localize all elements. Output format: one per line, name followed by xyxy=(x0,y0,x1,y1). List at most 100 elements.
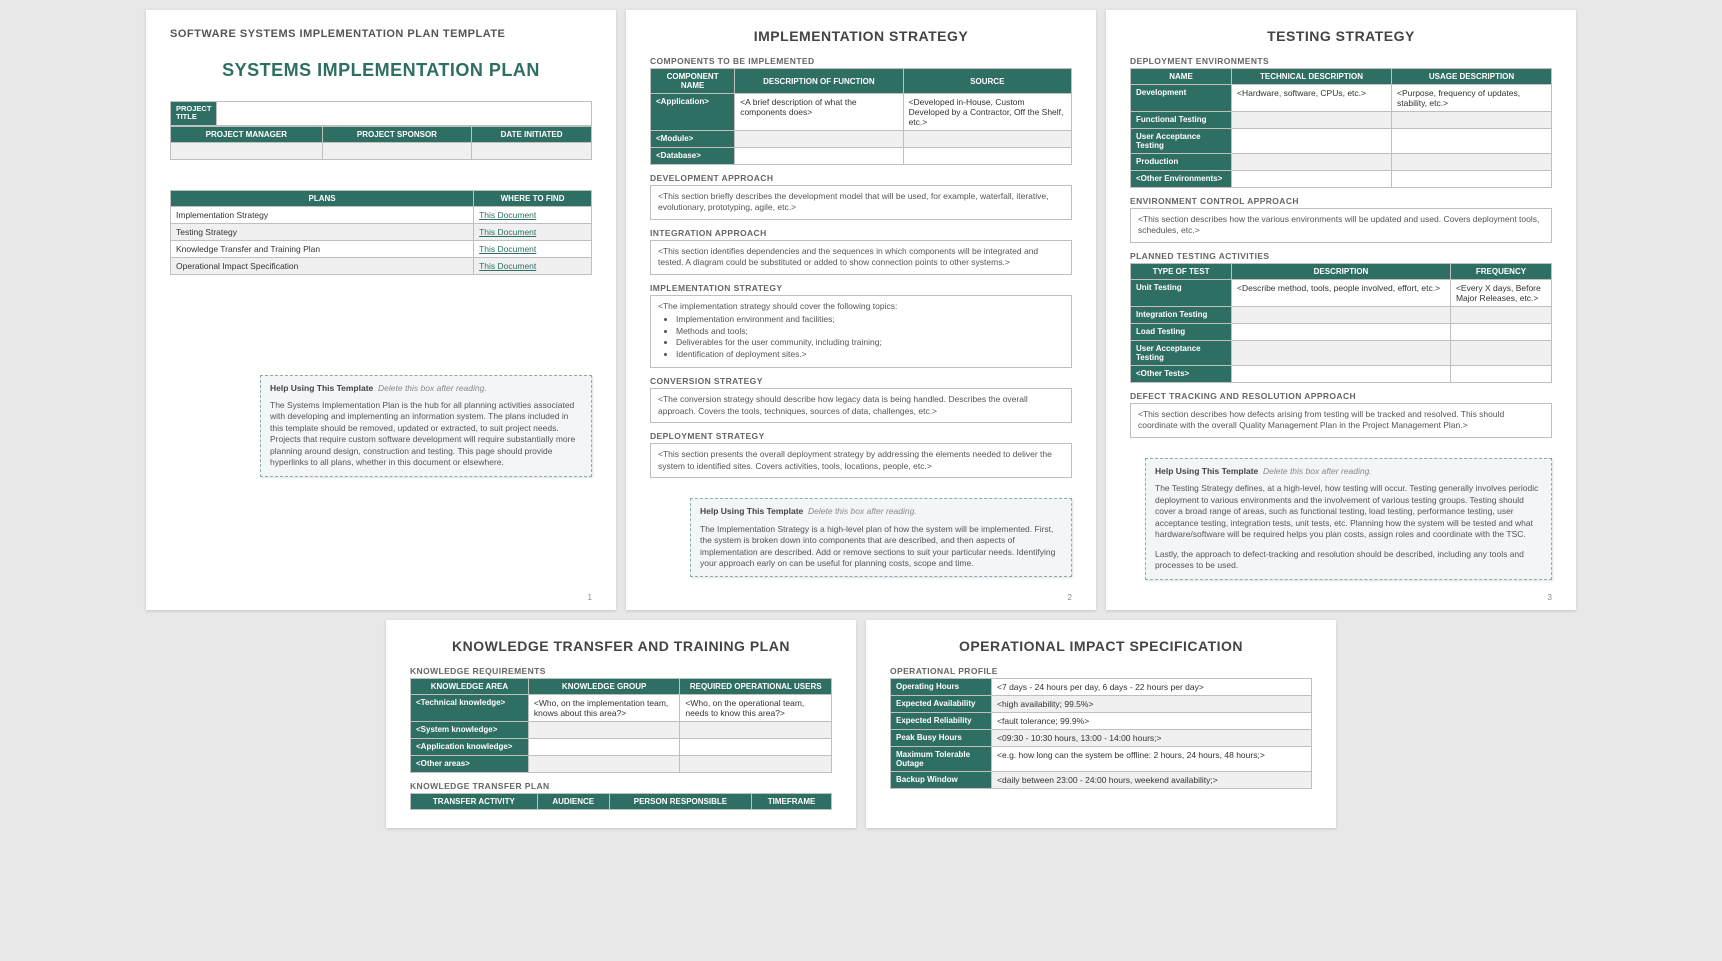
desc-box: <The conversion strategy should describe… xyxy=(650,388,1072,423)
operational-profile-table: Operating Hours<7 days - 24 hours per da… xyxy=(890,678,1312,789)
op-label: Maximum Tolerable Outage xyxy=(891,747,992,772)
doc-pretitle: SOFTWARE SYSTEMS IMPLEMENTATION PLAN TEM… xyxy=(170,28,592,40)
test-desc xyxy=(1232,365,1451,382)
test-type: Unit Testing xyxy=(1131,279,1232,306)
components-header: DESCRIPTION OF FUNCTION xyxy=(735,69,903,94)
test-desc: <Describe method, tools, people involved… xyxy=(1232,279,1451,306)
env-tech xyxy=(1232,129,1392,154)
env-usage: <Purpose, frequency of updates, stabilit… xyxy=(1392,85,1552,112)
env-header: TECHNICAL DESCRIPTION xyxy=(1232,69,1392,85)
environments-table: NAME TECHNICAL DESCRIPTION USAGE DESCRIP… xyxy=(1130,68,1552,188)
page-title: KNOWLEDGE TRANSFER AND TRAINING PLAN xyxy=(410,638,832,654)
components-header: SOURCE xyxy=(903,69,1071,94)
pages-row-2: KNOWLEDGE TRANSFER AND TRAINING PLAN KNO… xyxy=(10,620,1712,828)
impl-bullet: Deliverables for the user community, inc… xyxy=(676,337,1064,348)
help-box: Help Using This Template Delete this box… xyxy=(690,498,1072,577)
desc-box: <This section briefly describes the deve… xyxy=(650,185,1072,220)
kr-users xyxy=(680,722,832,739)
section-label: PLANNED TESTING ACTIVITIES xyxy=(1130,251,1552,261)
test-freq xyxy=(1450,306,1551,323)
plans-link-cell: This Document xyxy=(474,240,592,257)
test-desc xyxy=(1232,323,1451,340)
kt-header: PERSON RESPONSIBLE xyxy=(609,794,751,810)
desc-box: <This section presents the overall deplo… xyxy=(650,443,1072,478)
doc-link[interactable]: This Document xyxy=(479,244,536,254)
page-number: 3 xyxy=(1548,593,1552,602)
section-label: DEFECT TRACKING AND RESOLUTION APPROACH xyxy=(1130,391,1552,401)
doc-link[interactable]: This Document xyxy=(479,210,536,220)
op-val: <daily between 23:00 - 24:00 hours, week… xyxy=(992,772,1312,789)
desc-box: <The implementation strategy should cove… xyxy=(650,295,1072,368)
op-label: Peak Busy Hours xyxy=(891,730,992,747)
meta-header-pm: PROJECT MANAGER xyxy=(171,126,323,142)
page-4: KNOWLEDGE TRANSFER AND TRAINING PLAN KNO… xyxy=(386,620,856,828)
section-label: ENVIRONMENT CONTROL APPROACH xyxy=(1130,196,1552,206)
page-number: 1 xyxy=(588,593,592,602)
help-title: Help Using This Template xyxy=(1155,466,1258,476)
help-delete-note: Delete this box after reading. xyxy=(1263,466,1372,476)
meta-cell xyxy=(322,142,472,159)
test-activities-table: TYPE OF TEST DESCRIPTION FREQUENCY Unit … xyxy=(1130,263,1552,383)
page-title: IMPLEMENTATION STRATEGY xyxy=(650,28,1072,44)
meta-header-sponsor: PROJECT SPONSOR xyxy=(322,126,472,142)
section-label: IMPLEMENTATION STRATEGY xyxy=(650,283,1072,293)
op-val: <7 days - 24 hours per day, 6 days - 22 … xyxy=(992,679,1312,696)
kr-area: <Other areas> xyxy=(411,756,529,773)
kt-header: TIMEFRAME xyxy=(752,794,832,810)
page-1: SOFTWARE SYSTEMS IMPLEMENTATION PLAN TEM… xyxy=(146,10,616,610)
env-name: Functional Testing xyxy=(1131,112,1232,129)
env-header: USAGE DESCRIPTION xyxy=(1392,69,1552,85)
desc-box: <This section describes how defects aris… xyxy=(1130,403,1552,438)
page-3: TESTING STRATEGY DEPLOYMENT ENVIRONMENTS… xyxy=(1106,10,1576,610)
test-freq xyxy=(1450,323,1551,340)
help-delete-note: Delete this box after reading. xyxy=(808,506,917,516)
kr-area: <System knowledge> xyxy=(411,722,529,739)
section-label: COMPONENTS TO BE IMPLEMENTED xyxy=(650,56,1072,66)
test-type: <Other Tests> xyxy=(1131,365,1232,382)
pages-row-1: SOFTWARE SYSTEMS IMPLEMENTATION PLAN TEM… xyxy=(10,10,1712,610)
section-label: KNOWLEDGE TRANSFER PLAN xyxy=(410,781,832,791)
components-table: COMPONENT NAME DESCRIPTION OF FUNCTION S… xyxy=(650,68,1072,165)
plans-link-cell: This Document xyxy=(474,206,592,223)
testact-header: DESCRIPTION xyxy=(1232,263,1451,279)
op-val: <09:30 - 10:30 hours, 13:00 - 14:00 hour… xyxy=(992,730,1312,747)
test-type: User Acceptance Testing xyxy=(1131,340,1232,365)
env-tech: <Hardware, software, CPUs, etc.> xyxy=(1232,85,1392,112)
doc-title: SYSTEMS IMPLEMENTATION PLAN xyxy=(170,60,592,81)
knowledge-req-table: KNOWLEDGE AREA KNOWLEDGE GROUP REQUIRED … xyxy=(410,678,832,773)
plans-link-cell: This Document xyxy=(474,223,592,240)
page-5: OPERATIONAL IMPACT SPECIFICATION OPERATI… xyxy=(866,620,1336,828)
kr-users xyxy=(680,756,832,773)
env-tech xyxy=(1232,171,1392,188)
plans-cell: Testing Strategy xyxy=(171,223,474,240)
kr-group xyxy=(528,722,680,739)
test-freq xyxy=(1450,340,1551,365)
plans-cell: Implementation Strategy xyxy=(171,206,474,223)
env-name: <Other Environments> xyxy=(1131,171,1232,188)
impl-bullet: Methods and tools; xyxy=(676,326,1064,337)
component-name: <Database> xyxy=(651,148,735,165)
impl-bullet: Identification of deployment sites.> xyxy=(676,349,1064,360)
plans-link-cell: This Document xyxy=(474,257,592,274)
op-label: Operating Hours xyxy=(891,679,992,696)
meta-header-date: DATE INITIATED xyxy=(472,126,592,142)
kr-users xyxy=(680,739,832,756)
page-title: TESTING STRATEGY xyxy=(1130,28,1552,44)
doc-link[interactable]: This Document xyxy=(479,227,536,237)
test-type: Integration Testing xyxy=(1131,306,1232,323)
meta-cell xyxy=(472,142,592,159)
kr-header: REQUIRED OPERATIONAL USERS xyxy=(680,679,832,695)
components-header: COMPONENT NAME xyxy=(651,69,735,94)
env-header: NAME xyxy=(1131,69,1232,85)
meta-cell xyxy=(171,142,323,159)
test-desc xyxy=(1232,340,1451,365)
env-usage xyxy=(1392,129,1552,154)
section-label: KNOWLEDGE REQUIREMENTS xyxy=(410,666,832,676)
kr-group: <Who, on the implementation team, knows … xyxy=(528,695,680,722)
kr-group xyxy=(528,756,680,773)
help-text: The Testing Strategy defines, at a high-… xyxy=(1155,483,1538,539)
doc-link[interactable]: This Document xyxy=(479,261,536,271)
help-box: Help Using This Template Delete this box… xyxy=(260,375,592,477)
env-usage xyxy=(1392,112,1552,129)
component-name: <Module> xyxy=(651,131,735,148)
